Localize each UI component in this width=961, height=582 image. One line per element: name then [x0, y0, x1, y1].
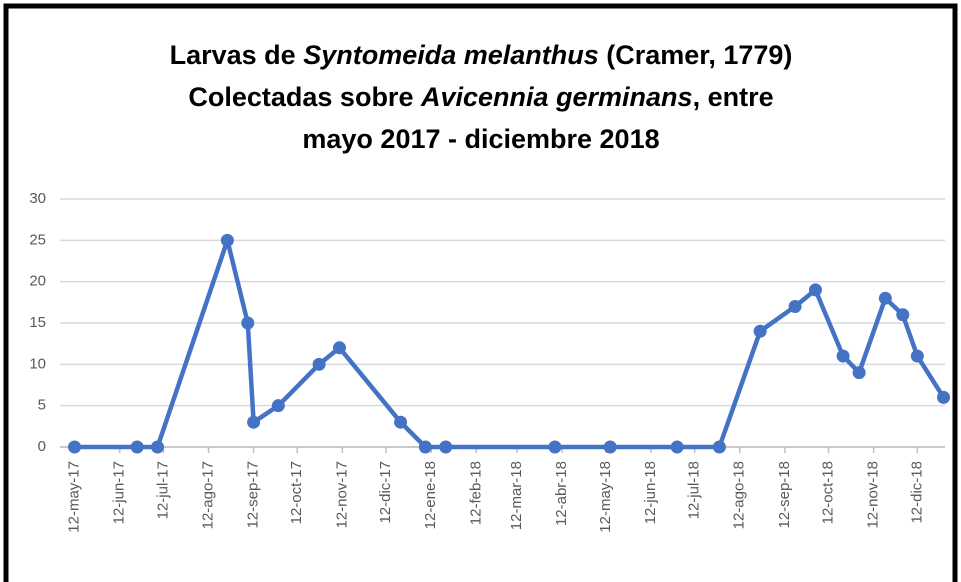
- data-point: [151, 440, 165, 454]
- data-point: [439, 440, 453, 454]
- data-point: [418, 440, 432, 454]
- data-point: [896, 308, 910, 322]
- data-point: [836, 349, 850, 363]
- data-point: [68, 440, 82, 454]
- x-tick-label: 12-may-18: [597, 461, 614, 533]
- data-point: [670, 440, 684, 454]
- y-tick-label: 25: [29, 231, 46, 248]
- x-tick-label: 12-sep-17: [245, 461, 262, 529]
- data-point: [130, 440, 144, 454]
- data-point: [808, 283, 822, 297]
- x-tick-label: 12-feb-18: [467, 461, 484, 525]
- data-point: [247, 415, 261, 429]
- x-tick-label: 12-may-17: [66, 461, 83, 533]
- data-point: [878, 291, 892, 305]
- title-segment: Avicennia germinans: [420, 82, 693, 112]
- x-tick-label: 12-jul-17: [154, 461, 171, 519]
- x-tick-label: 12-ene-18: [422, 461, 439, 529]
- data-point: [788, 299, 802, 313]
- data-point: [394, 415, 408, 429]
- x-tick-label: 12-nov-18: [865, 461, 882, 529]
- data-point: [332, 341, 346, 355]
- chart-title: Larvas de Syntomeida melanthus (Cramer, …: [170, 40, 793, 70]
- x-tick-label: 12-dic-18: [908, 461, 925, 524]
- x-tick-label: 12-oct-17: [288, 461, 305, 524]
- data-point: [753, 324, 767, 338]
- y-tick-label: 30: [29, 190, 46, 207]
- y-tick-label: 10: [29, 355, 46, 372]
- x-tick-label: 12-jul-18: [686, 461, 703, 519]
- data-point: [852, 366, 866, 380]
- y-tick-label: 20: [29, 273, 46, 290]
- y-tick-label: 0: [38, 438, 46, 455]
- data-point: [712, 440, 726, 454]
- data-point: [241, 316, 255, 330]
- x-tick-label: 12-oct-18: [820, 461, 837, 524]
- title-segment: mayo 2017 - diciembre 2018: [302, 124, 659, 154]
- data-point: [271, 399, 285, 413]
- x-tick-label: 12-jun-17: [111, 461, 128, 524]
- title-segment: (Cramer, 1779): [599, 40, 793, 70]
- x-tick-label: 12-nov-17: [333, 461, 350, 529]
- data-point: [910, 349, 924, 363]
- x-tick-label: 12-ago-18: [731, 461, 748, 529]
- x-tick-label: 12-sep-18: [776, 461, 793, 529]
- x-tick-label: 12-mar-18: [508, 461, 525, 530]
- chart-title: mayo 2017 - diciembre 2018: [302, 124, 659, 154]
- data-point: [312, 357, 326, 371]
- x-tick-label: 12-jun-18: [642, 461, 659, 524]
- chart-title: Colectadas sobre Avicennia germinans, en…: [188, 82, 773, 112]
- data-point: [548, 440, 562, 454]
- data-point: [937, 390, 951, 404]
- y-tick-label: 15: [29, 314, 46, 331]
- title-segment: Syntomeida melanthus: [303, 40, 599, 70]
- x-tick-label: 12-dic-17: [377, 461, 394, 524]
- y-tick-label: 5: [38, 397, 46, 414]
- data-point: [603, 440, 617, 454]
- title-segment: Larvas de: [170, 40, 304, 70]
- data-point: [220, 233, 234, 247]
- title-segment: Colectadas sobre: [188, 82, 421, 112]
- title-segment: , entre: [693, 82, 774, 112]
- chart-frame: [3, 3, 958, 582]
- x-tick-label: 12-ago-17: [199, 461, 216, 529]
- x-tick-label: 12-abr-18: [553, 461, 570, 526]
